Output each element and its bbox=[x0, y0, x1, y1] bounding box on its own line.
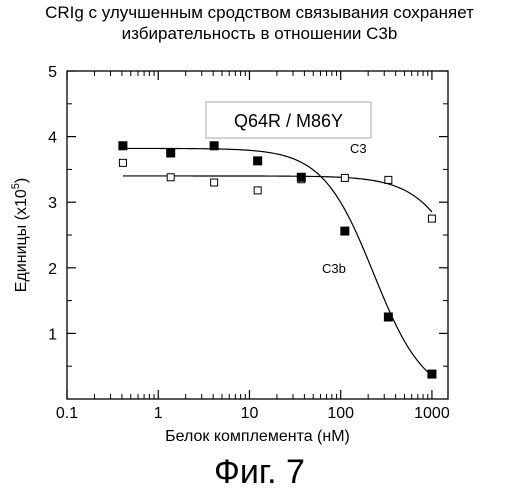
y-tick-label: 4 bbox=[48, 130, 57, 147]
data-point-c3 bbox=[119, 159, 126, 166]
data-point-c3b bbox=[428, 370, 436, 378]
y-tick-label: 1 bbox=[48, 326, 57, 343]
data-point-c3 bbox=[341, 174, 348, 181]
y-tick-label: 2 bbox=[48, 261, 57, 278]
data-point-c3b bbox=[119, 142, 127, 150]
figure-caption: Фиг. 7 bbox=[0, 452, 519, 492]
data-point-c3b bbox=[210, 142, 218, 150]
series-label-c3b: C3b bbox=[322, 261, 346, 276]
data-point-c3b bbox=[254, 157, 262, 165]
data-point-c3 bbox=[385, 176, 392, 183]
data-point-c3 bbox=[254, 187, 261, 194]
y-axis-label: Единицы (x105) bbox=[10, 178, 30, 292]
y-tick-label: 3 bbox=[48, 195, 57, 212]
data-point-c3 bbox=[211, 179, 218, 186]
x-tick-label: 10 bbox=[241, 405, 259, 422]
data-point-c3b bbox=[341, 227, 349, 235]
inset-label: Q64R / M86Y bbox=[234, 111, 343, 131]
y-axis-label-close: ) bbox=[13, 178, 30, 183]
x-tick-label: 0.1 bbox=[56, 405, 78, 422]
x-tick-label: 100 bbox=[327, 405, 354, 422]
x-tick-label: 1 bbox=[154, 405, 163, 422]
x-tick-label: 1000 bbox=[414, 405, 450, 422]
y-tick-label: 5 bbox=[48, 64, 57, 81]
data-point-c3b bbox=[384, 313, 392, 321]
data-point-c3b bbox=[297, 173, 305, 181]
chart-plot: 0.1 1 10 100 1000 1 2 3 4 5 Белок комплемента (нМ)… bbox=[0, 0, 519, 450]
y-axis-label-main: Единицы (x10 bbox=[13, 189, 30, 292]
x-axis-label: Белок комплемента (нМ) bbox=[165, 428, 350, 445]
data-point-c3 bbox=[428, 215, 435, 222]
data-point-c3b bbox=[167, 149, 175, 157]
data-point-c3 bbox=[167, 174, 174, 181]
series-label-c3: C3 bbox=[350, 141, 367, 156]
